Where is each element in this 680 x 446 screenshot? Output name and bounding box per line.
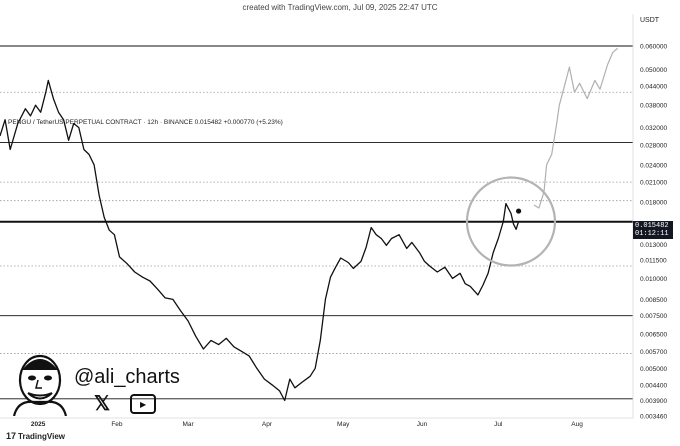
y-tick-label-15: 0.007500 xyxy=(640,313,667,320)
x-axis-ticks: 2025 Feb Mar Apr May Jun Jul Aug xyxy=(31,421,583,428)
x-tick-label-5: Jun xyxy=(417,421,428,428)
series-line-1 xyxy=(533,47,619,209)
x-tick-label-0: 2025 xyxy=(31,421,46,428)
y-tick-label-14: 0.008500 xyxy=(640,297,667,304)
series-line-0 xyxy=(0,79,520,402)
y-tick-label-6: 0.028000 xyxy=(640,142,667,149)
y-tick-label-11: 0.013000 xyxy=(640,242,667,249)
projection-series xyxy=(533,47,619,209)
avatar-icon xyxy=(12,354,68,416)
support-resistance-levels xyxy=(0,45,633,400)
x-tick-label-7: Aug xyxy=(571,421,583,428)
y-tick-label-9: 0.018000 xyxy=(640,200,667,207)
y-tick-label-20: 0.003900 xyxy=(640,398,667,405)
y-tick-label-21: 0.003460 xyxy=(640,414,667,421)
tradingview-logo-icon: 17 xyxy=(6,431,17,441)
y-tick-label-13: 0.010000 xyxy=(640,276,667,283)
y-tick-label-17: 0.005700 xyxy=(640,349,667,356)
youtube-icon[interactable]: ▶ xyxy=(130,394,157,414)
y-tick-label-1: 0.060000 xyxy=(640,43,667,50)
currency-unit: USDT xyxy=(640,17,660,24)
x-tick-label-3: Apr xyxy=(262,421,273,428)
tradingview-logo[interactable]: 17 TradingView xyxy=(6,431,65,441)
last-price-marker xyxy=(516,208,522,214)
tradingview-logo-text: TradingView xyxy=(18,432,65,441)
y-tick-label-8: 0.021000 xyxy=(640,180,667,187)
social-icons: 𝕏 ▶ xyxy=(94,393,157,415)
x-tick-label-2: Mar xyxy=(183,421,195,428)
current-price-badge: 0.015482 01:12:11 xyxy=(633,221,673,239)
candle-countdown: 01:12:11 xyxy=(635,230,669,238)
x-tick-label-6: Jul xyxy=(494,421,503,428)
y-tick-label-4: 0.038000 xyxy=(640,103,667,110)
x-tick-label-1: Feb xyxy=(111,421,123,428)
y-tick-label-12: 0.011500 xyxy=(640,258,667,265)
author-handle: @ali_charts xyxy=(74,366,180,388)
y-tick-label-5: 0.032000 xyxy=(640,125,667,132)
y-tick-label-7: 0.024000 xyxy=(640,162,667,169)
y-tick-label-2: 0.050000 xyxy=(640,67,667,74)
x-tick-label-4: May xyxy=(337,421,350,428)
symbol-legend: PENGU / TetherUS PERPETUAL CONTRACT · 12… xyxy=(8,119,283,126)
x-icon[interactable]: 𝕏 xyxy=(94,393,111,415)
price-series xyxy=(0,79,520,402)
highlight-ring xyxy=(465,176,557,267)
y-tick-label-3: 0.044000 xyxy=(640,84,667,91)
current-price-value: 0.015482 xyxy=(635,222,669,230)
y-tick-label-19: 0.004400 xyxy=(640,382,667,389)
y-tick-label-16: 0.006500 xyxy=(640,332,667,339)
y-tick-label-18: 0.005000 xyxy=(640,366,667,373)
chart-caption: created with TradingView.com, Jul 09, 20… xyxy=(242,3,438,12)
highlight-circle xyxy=(465,176,557,267)
y-axis-ticks: 0.060000 0.050000 0.044000 0.038000 0.032000… xyxy=(640,43,667,420)
